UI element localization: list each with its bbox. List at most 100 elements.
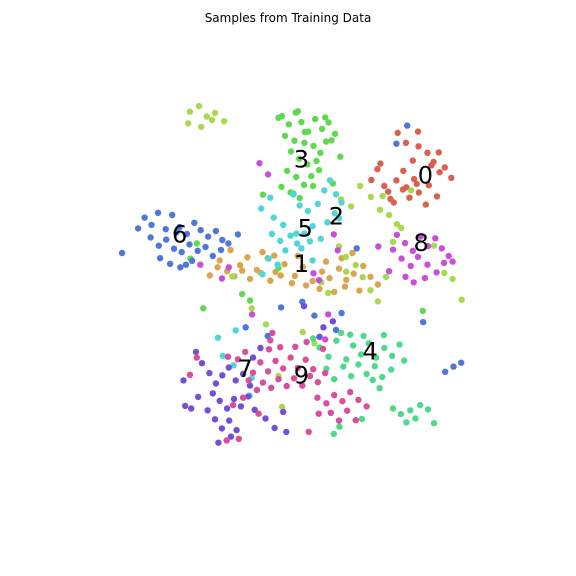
points-layer: [118, 102, 465, 446]
point-4-33: [358, 415, 366, 423]
point-8-12: [433, 269, 440, 276]
point-0-26: [387, 195, 394, 203]
point-4-25: [397, 410, 404, 418]
point-1-33: [259, 248, 266, 256]
point-6-17: [186, 241, 193, 248]
point-4-11: [340, 363, 347, 370]
point-7-16: [204, 407, 211, 414]
point-4-3: [343, 356, 350, 363]
point-6-11: [219, 236, 226, 244]
point-4-27: [417, 401, 424, 409]
point-1-29: [239, 267, 246, 274]
point-6-31: [234, 231, 242, 238]
point-9-42: [269, 329, 276, 337]
point-6-35: [311, 312, 318, 319]
cluster-label-9: 9: [294, 361, 309, 389]
point-0-22: [448, 174, 455, 181]
point-8-4: [424, 242, 432, 250]
point-9-32: [335, 417, 343, 424]
point-0-10: [385, 188, 392, 195]
point-9-30: [363, 403, 370, 410]
point-6-2: [154, 209, 162, 216]
point-9-10: [268, 384, 275, 391]
point-3-28: [259, 191, 267, 198]
point-1-19: [356, 287, 363, 294]
point-9-49: [235, 435, 242, 442]
point-9-21: [277, 344, 284, 351]
point-9-6: [294, 364, 302, 372]
point-8-20: [421, 274, 429, 282]
point-0-15: [425, 182, 432, 189]
point-7-8: [246, 382, 254, 389]
point-1-10: [309, 277, 316, 285]
point-4-6: [365, 340, 372, 347]
point-5-13: [282, 247, 289, 254]
point-0-28: [414, 128, 422, 135]
point-1-2: [236, 261, 244, 269]
point-8-29: [225, 264, 232, 271]
point-2-24: [379, 192, 386, 200]
point-2-19: [367, 287, 374, 294]
point-1-7: [281, 261, 288, 268]
point-2-30: [229, 273, 236, 280]
series-0: [368, 128, 455, 208]
point-9-16: [314, 379, 321, 386]
point-6-28: [173, 229, 180, 236]
point-9-25: [323, 400, 330, 407]
point-4-20: [388, 366, 395, 373]
point-2-16: [342, 253, 350, 261]
point-4-5: [357, 351, 365, 358]
point-0-13: [374, 166, 381, 173]
point-1-0: [216, 257, 223, 264]
point-8-32: [248, 311, 256, 318]
point-3-27: [337, 153, 344, 160]
point-7-19: [226, 417, 233, 424]
point-6-3: [162, 226, 169, 233]
point-0-19: [406, 194, 413, 201]
point-8-2: [409, 247, 416, 254]
point-6-40: [393, 140, 400, 147]
point-9-8: [309, 366, 317, 373]
series-6: [118, 122, 465, 375]
point-3-17: [304, 161, 311, 168]
point-5-18: [317, 235, 324, 242]
point-5-23: [324, 219, 331, 226]
point-4-14: [363, 370, 370, 378]
point-6-41: [404, 122, 411, 129]
point-4-35: [309, 335, 317, 342]
point-2-18: [359, 274, 366, 281]
point-9-38: [239, 394, 247, 401]
point-9-27: [339, 398, 346, 405]
point-3-35: [275, 114, 282, 122]
point-0-3: [415, 143, 422, 150]
point-7-31: [320, 324, 327, 331]
point-4-7: [372, 354, 380, 361]
point-6-24: [156, 255, 164, 262]
point-4-24: [389, 405, 397, 412]
point-5-1: [332, 191, 340, 198]
point-6-44: [442, 368, 449, 375]
point-6-19: [202, 243, 209, 251]
point-9-0: [249, 369, 257, 376]
point-7-17: [211, 416, 219, 423]
point-0-9: [393, 177, 400, 184]
point-4-31: [403, 419, 410, 426]
point-5-35: [309, 257, 316, 264]
point-7-35: [182, 402, 189, 410]
point-9-23: [303, 338, 310, 346]
point-9-3: [272, 357, 279, 365]
cluster-labels-layer: 0 123 4 5 6 7 8 9: [172, 146, 433, 390]
point-5-11: [293, 240, 301, 247]
point-9-31: [327, 409, 334, 416]
point-7-29: [215, 439, 222, 446]
point-4-16: [379, 373, 386, 381]
point-6-23: [177, 264, 184, 271]
point-2-7: [208, 116, 216, 124]
point-9-2: [264, 368, 272, 375]
point-4-2: [333, 337, 340, 344]
point-7-32: [329, 318, 337, 325]
point-0-21: [441, 164, 448, 171]
point-7-28: [227, 433, 235, 440]
point-4-26: [407, 407, 414, 414]
point-9-18: [253, 386, 261, 394]
